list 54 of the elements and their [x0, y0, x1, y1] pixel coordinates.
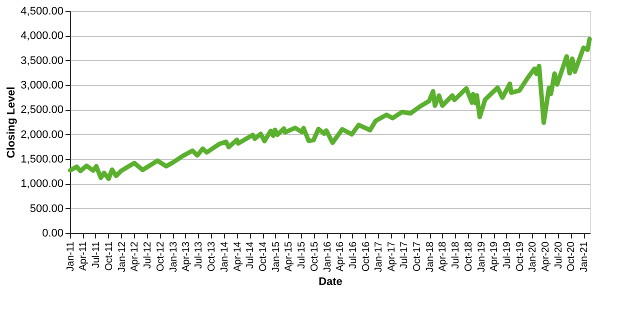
y-tick-label: 0.00 — [42, 228, 64, 240]
x-axis-title: Date — [318, 276, 342, 288]
x-tick-label: Jan-19 — [476, 241, 488, 272]
y-tick-label: 2,500.00 — [20, 104, 64, 116]
x-tick-label: Apr-15 — [284, 241, 295, 272]
x-tick-label: Apr-17 — [386, 241, 398, 272]
y-tick-label: 1,000.00 — [20, 178, 64, 190]
x-tick-label: Jul-15 — [296, 241, 308, 269]
x-tick-label: Jan-11 — [66, 241, 76, 272]
y-tick-label: 4,500.00 — [20, 6, 64, 18]
x-tick-label: Jan-13 — [168, 241, 180, 272]
x-tick-label: Apr-20 — [540, 241, 552, 272]
x-tick-label: Jan-15 — [270, 241, 282, 272]
x-tick-label: Apr-13 — [180, 241, 192, 272]
x-tick-label: Jan-17 — [374, 241, 385, 272]
y-tick-label: 3,000.00 — [20, 80, 64, 92]
x-tick-label: Oct-19 — [514, 241, 526, 272]
x-tick-label: Oct-14 — [258, 241, 270, 272]
line-series — [68, 36, 592, 182]
x-tick-label: Oct-20 — [566, 241, 578, 272]
x-tick-label: Apr-18 — [438, 241, 449, 272]
x-tick-label: Jul-14 — [245, 241, 256, 269]
x-tick-label: Oct-12 — [155, 241, 166, 272]
x-tick-label: Jul-11 — [90, 241, 102, 268]
y-tick-label: 500.00 — [30, 202, 64, 215]
y-tick-label: 2,000.00 — [20, 128, 64, 141]
y-tick-label: 3,500.00 — [20, 54, 64, 67]
x-tick-label: Jul-20 — [553, 241, 564, 269]
y-axis-title: Closing Level — [6, 86, 18, 158]
x-tick-label: Jan-16 — [322, 241, 334, 272]
y-tick-label: 1,500.00 — [20, 154, 64, 166]
x-tick-label: Jul-18 — [450, 241, 462, 269]
x-tick-label: Apr-11 — [78, 241, 90, 271]
x-tick-label: Jul-12 — [142, 241, 154, 269]
x-tick-label: Jul-17 — [399, 241, 410, 269]
y-tick-label: 4,000.00 — [20, 30, 64, 42]
x-tick-label: Jan-20 — [528, 241, 539, 272]
x-tick-label: Oct-11 — [104, 241, 115, 271]
x-tick-label: Apr-19 — [489, 241, 500, 272]
x-tick-label: Jul-16 — [348, 241, 359, 269]
x-tick-label: Jan-18 — [425, 241, 436, 272]
x-tick-label: Oct-17 — [412, 241, 424, 272]
x-tick-label: Oct-13 — [206, 241, 218, 272]
x-tick-label: Apr-16 — [335, 241, 346, 272]
x-tick-label: Oct-18 — [463, 241, 474, 272]
x-tick-label: Jan-12 — [116, 241, 128, 272]
x-tick-label: Jan-21 — [579, 241, 590, 272]
x-tick-label: Apr-12 — [130, 241, 141, 272]
x-tick-label: Apr-14 — [232, 241, 244, 272]
x-tick-label: Jul-19 — [502, 241, 513, 269]
x-tick-label: Oct-16 — [360, 241, 372, 272]
x-tick-label: Jul-13 — [194, 241, 205, 269]
x-tick-label: Oct-15 — [309, 241, 320, 272]
x-tick-label: Jan-14 — [220, 241, 231, 272]
